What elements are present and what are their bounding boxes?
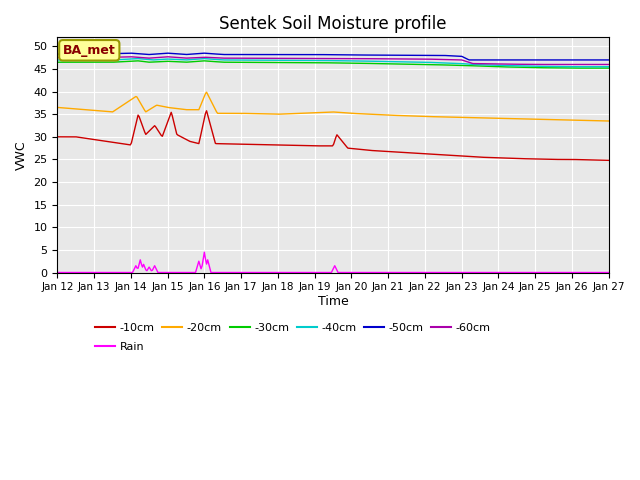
Legend: Rain: Rain	[90, 337, 148, 356]
Title: Sentek Soil Moisture profile: Sentek Soil Moisture profile	[220, 15, 447, 33]
X-axis label: Time: Time	[317, 295, 348, 308]
Y-axis label: VWC: VWC	[15, 140, 28, 170]
Text: BA_met: BA_met	[63, 44, 116, 57]
